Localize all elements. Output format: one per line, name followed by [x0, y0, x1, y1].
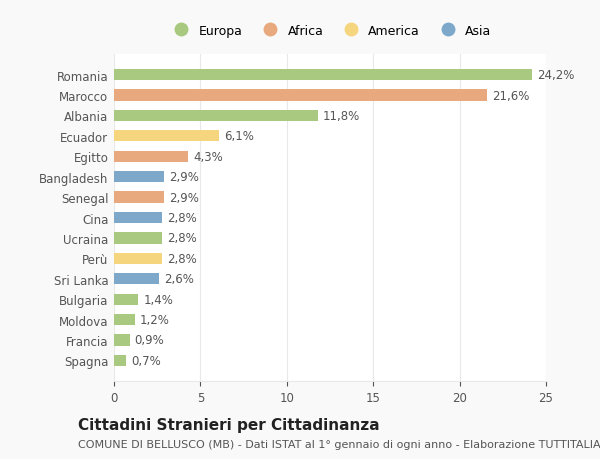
Bar	[114, 111, 318, 122]
Text: 24,2%: 24,2%	[538, 69, 575, 82]
Bar	[114, 172, 164, 183]
Text: 2,6%: 2,6%	[164, 273, 194, 285]
Bar	[114, 294, 138, 305]
Text: Cittadini Stranieri per Cittadinanza: Cittadini Stranieri per Cittadinanza	[78, 417, 380, 432]
Bar	[114, 90, 487, 101]
Text: 11,8%: 11,8%	[323, 110, 361, 123]
Bar	[114, 253, 163, 264]
Text: 21,6%: 21,6%	[493, 90, 530, 102]
Bar	[114, 314, 135, 325]
Text: 0,9%: 0,9%	[135, 334, 164, 347]
Text: 2,8%: 2,8%	[167, 232, 197, 245]
Bar	[114, 131, 220, 142]
Bar	[114, 70, 532, 81]
Text: 2,9%: 2,9%	[169, 191, 199, 204]
Bar	[114, 151, 188, 162]
Text: 4,3%: 4,3%	[193, 151, 223, 163]
Bar	[114, 274, 159, 285]
Legend: Europa, Africa, America, Asia: Europa, Africa, America, Asia	[166, 22, 494, 40]
Text: 0,7%: 0,7%	[131, 354, 161, 367]
Text: 2,8%: 2,8%	[167, 252, 197, 265]
Text: COMUNE DI BELLUSCO (MB) - Dati ISTAT al 1° gennaio di ogni anno - Elaborazione T: COMUNE DI BELLUSCO (MB) - Dati ISTAT al …	[78, 440, 600, 449]
Text: 2,8%: 2,8%	[167, 212, 197, 224]
Bar	[114, 192, 164, 203]
Bar	[114, 233, 163, 244]
Text: 1,2%: 1,2%	[140, 313, 170, 326]
Bar	[114, 213, 163, 224]
Text: 1,4%: 1,4%	[143, 293, 173, 306]
Text: 2,9%: 2,9%	[169, 171, 199, 184]
Bar	[114, 355, 126, 366]
Bar	[114, 335, 130, 346]
Text: 6,1%: 6,1%	[224, 130, 254, 143]
